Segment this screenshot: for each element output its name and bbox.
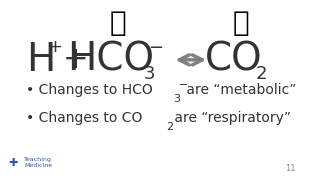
Text: +: +: [47, 38, 62, 56]
Text: +: +: [63, 45, 88, 74]
Text: Teaching
Medicine: Teaching Medicine: [24, 157, 52, 168]
Text: H: H: [26, 41, 55, 79]
Text: 3: 3: [144, 65, 155, 83]
Text: 3: 3: [173, 94, 180, 104]
Text: ✚: ✚: [9, 158, 18, 168]
Text: 🫁: 🫁: [232, 9, 249, 37]
Text: • Changes to HCO: • Changes to HCO: [26, 83, 152, 97]
Text: are “respiratory”: are “respiratory”: [171, 111, 292, 125]
Text: 2: 2: [255, 65, 267, 83]
Text: HCO: HCO: [67, 41, 154, 79]
Text: 11: 11: [285, 164, 295, 173]
Text: 🫘: 🫘: [110, 9, 126, 37]
Text: −: −: [178, 80, 188, 90]
Text: 2: 2: [166, 122, 173, 132]
Text: • Changes to CO: • Changes to CO: [26, 111, 142, 125]
Text: CO: CO: [204, 41, 262, 79]
Text: are “metabolic”: are “metabolic”: [182, 83, 296, 97]
Text: −: −: [148, 39, 163, 57]
